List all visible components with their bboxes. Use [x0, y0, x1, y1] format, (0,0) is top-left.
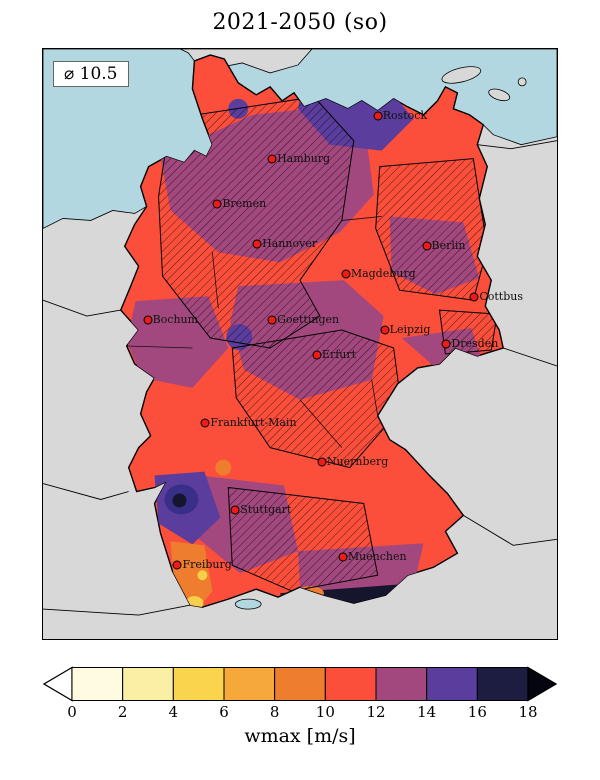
map-axes: ⌀ 10.5 Rostock Hamburg Bremen Hannover Berli… [42, 48, 558, 640]
colorbar-ticks: 0 2 4 6 8 10 12 14 16 18 [42, 703, 558, 721]
colorbar-segment [274, 667, 326, 701]
city-label: Cottbus [479, 290, 523, 304]
colorbar-segment [324, 667, 377, 701]
colorbar-tick: 18 [518, 703, 538, 721]
colorbar-tick: 16 [467, 703, 487, 721]
lake-constance [234, 598, 262, 610]
city-label: Rostock [382, 109, 428, 123]
city-layer: Rostock Hamburg Bremen Hannover Berlin Magdeb… [43, 49, 557, 639]
city-marker-icon [230, 505, 240, 515]
colorbar-segment [71, 667, 124, 701]
city-marker-icon [341, 269, 351, 279]
colorbar-segment [375, 667, 428, 701]
colorbar-segment [122, 667, 174, 701]
city-label: Freiburg [182, 558, 232, 572]
city-label: Erfurt [321, 348, 357, 362]
colorbar-tick: 14 [417, 703, 437, 721]
colorbar-segment [223, 667, 276, 701]
city-marker-icon [373, 111, 383, 121]
city-marker-icon [338, 552, 348, 562]
city-label: Goettingen [277, 313, 340, 327]
city-marker-icon [441, 339, 451, 349]
colorbar-tick: 8 [269, 703, 280, 721]
baltic-islands [441, 66, 527, 102]
colorbar-tick: 6 [219, 703, 229, 721]
city-label: Muenchen [347, 550, 407, 564]
colorbar-label: wmax [m/s] [244, 725, 356, 747]
city-marker-icon [317, 457, 327, 467]
figure-title: 2021-2050 (so) [212, 10, 388, 35]
colorbar-tick: 0 [67, 703, 77, 721]
hatch-overlays [158, 96, 498, 592]
city-marker-icon [469, 292, 479, 302]
colorbar [42, 666, 558, 702]
colorbar-under-arrow [42, 666, 73, 702]
city-label: Nuernberg [326, 454, 389, 468]
city-marker-icon [380, 325, 390, 335]
city-marker-icon [267, 315, 277, 325]
city-label: Hamburg [277, 151, 331, 165]
city-marker-icon [172, 560, 182, 570]
city-label: Hannover [262, 237, 318, 251]
colorbar-tick: 12 [366, 703, 386, 721]
city-label: Bochum [152, 313, 199, 327]
colorbar-segment [172, 667, 225, 701]
mean-value-box: ⌀ 10.5 [53, 61, 129, 87]
colorbar-over-arrow [527, 666, 558, 702]
colorbar-tick: 10 [315, 703, 335, 721]
city-label: Leipzig [389, 323, 431, 337]
city-label: Bremen [222, 197, 267, 211]
city-label: Berlin [431, 239, 466, 253]
city-label: Stuttgart [240, 503, 292, 517]
city-marker-icon [267, 154, 277, 164]
colorbar-segment [476, 667, 529, 701]
city-marker-icon [200, 418, 210, 428]
city-label: Frankfurt-Main [210, 415, 297, 429]
map-svg [43, 49, 557, 639]
city-marker-icon [422, 241, 431, 251]
colorbar-tick: 4 [168, 703, 179, 721]
city-marker-icon [143, 315, 153, 325]
city-marker-icon [312, 350, 322, 360]
city-marker-icon [252, 239, 262, 249]
city-label: Dresden [451, 337, 499, 351]
state-borders [126, 216, 382, 448]
city-label: Magdeburg [350, 267, 416, 281]
neighbor-borders [43, 140, 557, 616]
colorbar-segment [426, 667, 478, 701]
colorbar-svg [42, 666, 558, 702]
city-marker-icon [212, 199, 222, 209]
colorbar-tick: 2 [117, 703, 128, 721]
